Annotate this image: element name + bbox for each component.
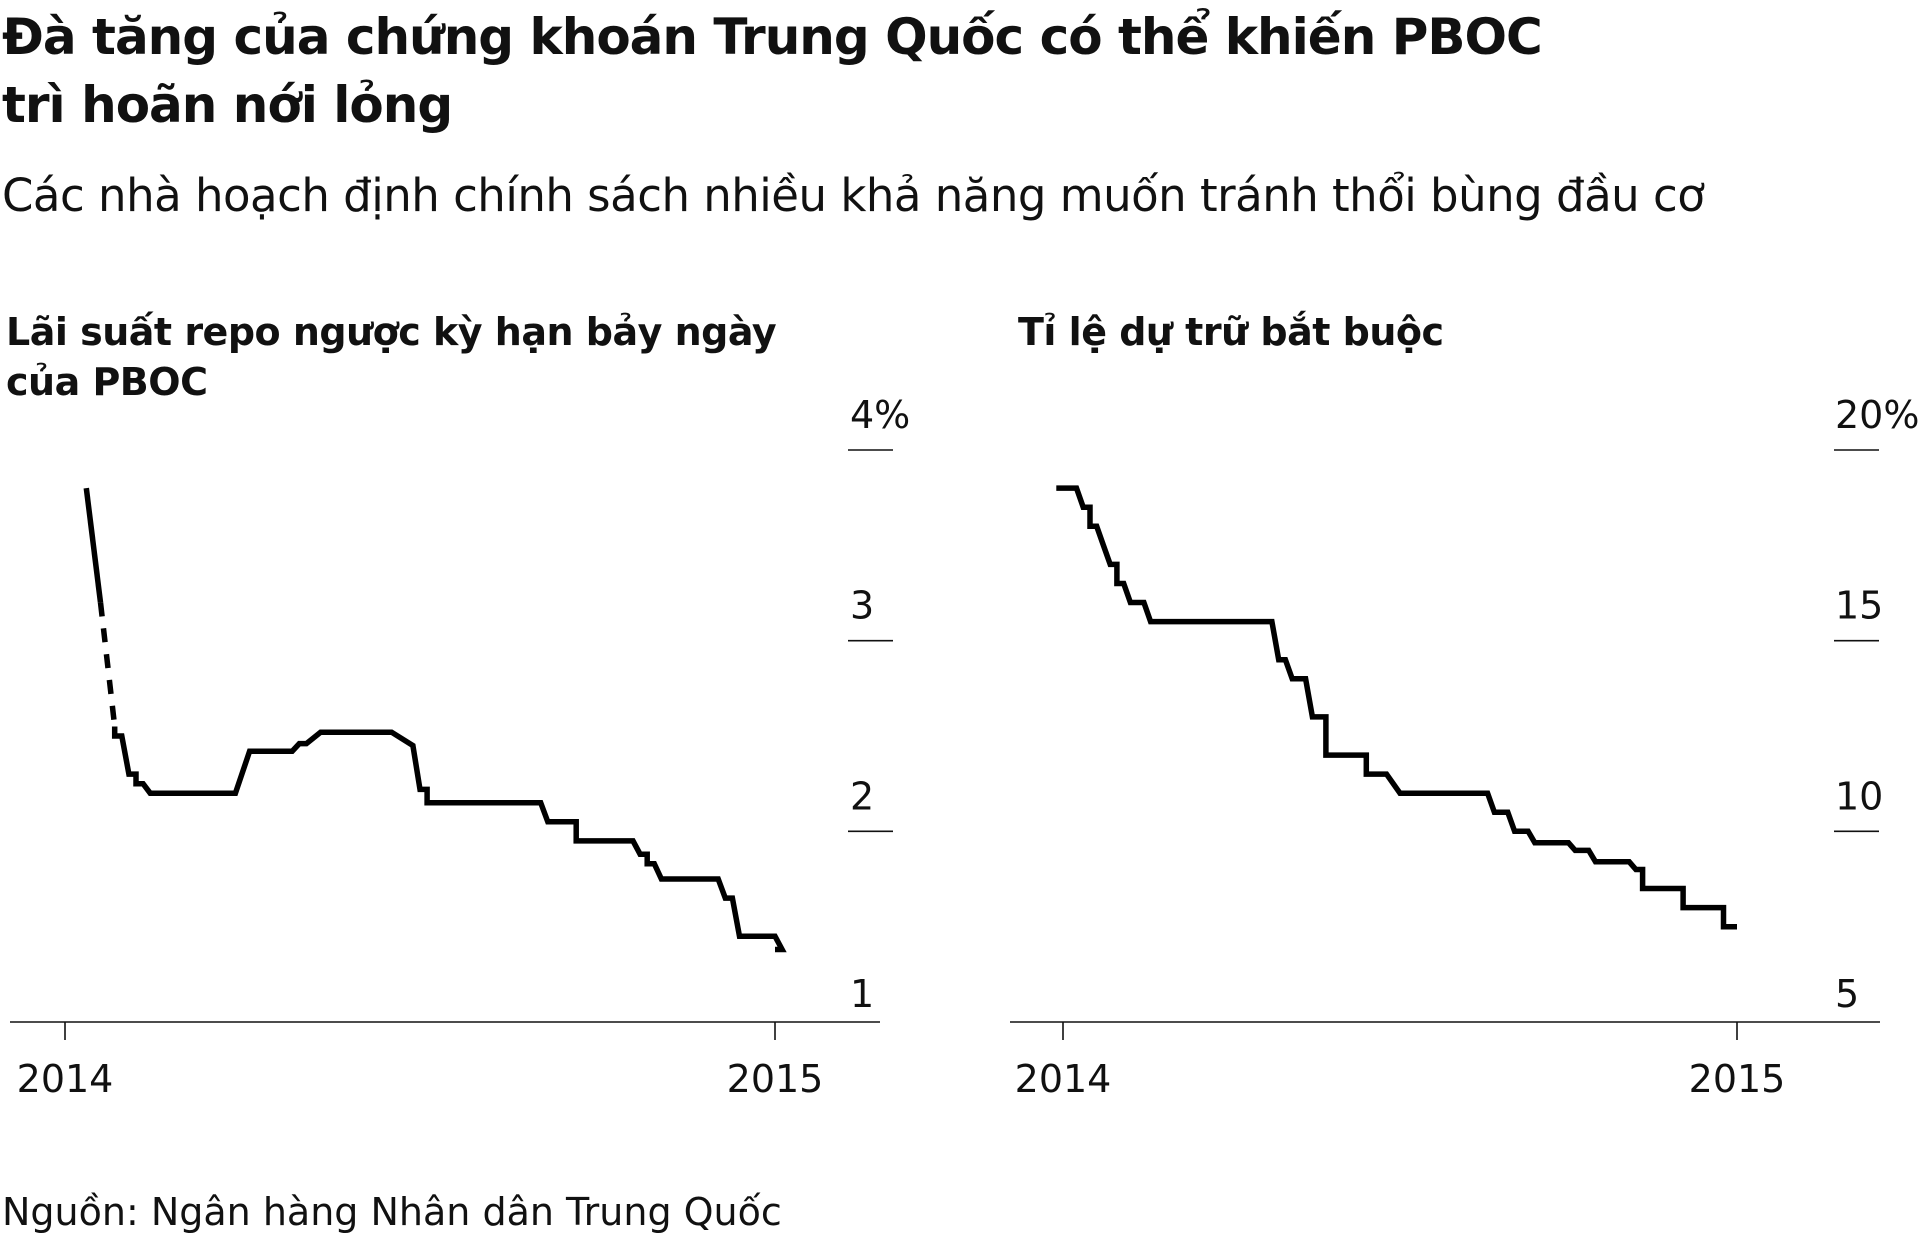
chart-title-line-2: trì hoãn nới lỏng [2,76,453,134]
panel-1-y-tick-label: 2 [850,774,874,818]
panel-1-series-line [83,487,104,603]
chart-subtitle: Các nhà hoạch định chính sách nhiều khả … [2,169,1705,222]
panel-2-series-line [1056,485,1737,930]
panel-2-x-tick-label: 2015 [1689,1057,1786,1101]
panel-1-title-line-2: của PBOC [6,360,207,404]
source-note: Nguồn: Ngân hàng Nhân dân Trung Quốc [2,1190,782,1234]
panel-1-series-line-continued [111,726,787,953]
panel-1-series-dashed-segment [97,602,118,727]
panel-2-y-tick-label: 15 [1835,584,1883,628]
panel-1-y-tick-label: 1 [850,972,874,1016]
panel-2-x-tick-label: 2014 [1015,1057,1112,1101]
panel-1-y-tick-label: 4% [850,393,910,437]
panel-2-title-line-1: Tỉ lệ dự trữ bắt buộc [1018,310,1444,354]
panel-2-y-tick-label: 5 [1835,972,1859,1016]
panel-1-y-tick-label: 3 [850,584,874,628]
panel-1-x-tick-label: 2015 [727,1057,824,1101]
panel-2-y-tick-label: 20% [1835,393,1919,437]
panel-2-y-tick-label: 10 [1835,774,1883,818]
panel-1-x-tick-label: 2014 [17,1057,114,1101]
chart-title-line-1: Đà tăng của chứng khoán Trung Quốc có th… [2,8,1543,66]
panel-1-title-line-1: Lãi suất repo ngược kỳ hạn bảy ngày [6,310,777,354]
